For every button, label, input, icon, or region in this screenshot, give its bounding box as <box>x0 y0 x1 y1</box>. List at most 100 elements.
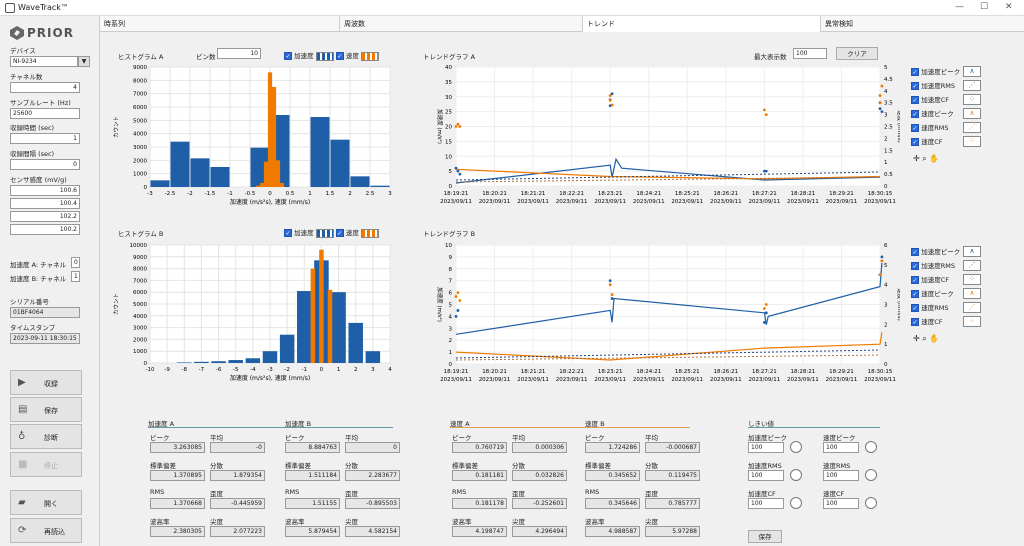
checkbox-acc[interactable]: ✓ <box>284 52 292 60</box>
checkbox-acc[interactable]: ✓ <box>284 229 292 237</box>
record-button[interactable]: ▶ 収録 <box>10 370 82 395</box>
tab-timeseries[interactable]: 時系列 <box>100 16 340 32</box>
rate-input[interactable]: 25600 <box>10 108 80 119</box>
vel-swatch[interactable] <box>360 51 379 61</box>
x-tick-label: 18:30:15 <box>868 369 893 375</box>
trend-legend-item[interactable]: ✓ 加速度CF ⁘ <box>911 274 981 286</box>
sens-input[interactable]: 100.2 <box>10 224 80 235</box>
accB-input[interactable]: 1 <box>71 271 80 282</box>
threshold-input[interactable]: 100 <box>748 470 784 481</box>
checkbox[interactable]: ✓ <box>911 82 919 90</box>
x-tick-label: 2023/09/11 <box>594 377 626 383</box>
series-style-icon[interactable]: ⋰ <box>963 122 981 133</box>
checkbox[interactable]: ✓ <box>911 248 919 256</box>
series-style-icon[interactable]: ⋰ <box>963 260 981 271</box>
minimize-icon[interactable]: — <box>955 2 964 12</box>
checkbox[interactable]: ✓ <box>911 262 919 270</box>
threshold-save-button[interactable]: 保存 <box>748 530 782 543</box>
maximize-icon[interactable]: ☐ <box>980 2 989 12</box>
series-style-icon[interactable]: ⁘ <box>963 136 981 147</box>
trend-legend-item[interactable]: ✓ 速度ピーク ∧ <box>911 108 981 120</box>
checkbox[interactable]: ✓ <box>911 304 919 312</box>
tab-frequency[interactable]: 周波数 <box>340 16 583 32</box>
stat-label: 標準偏差 <box>150 462 176 470</box>
x-tick-label: 18:23:21 <box>598 191 623 197</box>
crosshair-icon[interactable]: ✛ <box>913 334 920 343</box>
reload-button[interactable]: ⟳ 再読込 <box>10 518 82 543</box>
vel-swatch[interactable] <box>360 228 379 238</box>
checkbox[interactable]: ✓ <box>911 318 919 326</box>
series-style-icon[interactable]: ∧ <box>963 288 981 299</box>
open-button[interactable]: ▰ 開く <box>10 490 82 515</box>
zoom-icon[interactable]: ⌕ <box>922 334 927 343</box>
device-select[interactable]: NI-9234 <box>10 56 78 67</box>
series-style-icon[interactable]: ⁘ <box>963 94 981 105</box>
checkbox[interactable]: ✓ <box>911 68 919 76</box>
series-style-icon[interactable]: ⋰ <box>963 302 981 313</box>
zoom-icon[interactable]: ⌕ <box>922 154 927 163</box>
interval-input[interactable]: 0 <box>10 159 80 170</box>
checkbox[interactable]: ✓ <box>911 276 919 284</box>
threshold-input[interactable]: 100 <box>823 442 859 453</box>
checkbox[interactable]: ✓ <box>911 290 919 298</box>
series-style-icon[interactable]: ∧ <box>963 66 981 77</box>
tab-anomaly[interactable]: 異常検知 <box>825 20 853 28</box>
trend-legend-item[interactable]: ✓ 速度RMS ⋰ <box>911 122 981 134</box>
trend-legend-item[interactable]: ✓ 速度CF ⁘ <box>911 316 981 328</box>
trend-legend-item[interactable]: ✓ 加速度ピーク ∧ <box>911 66 981 78</box>
checkbox[interactable]: ✓ <box>911 110 919 118</box>
sens-input[interactable]: 100.4 <box>10 198 80 209</box>
max-input[interactable]: 100 <box>793 48 827 59</box>
y-tick-label: 40 <box>445 65 452 71</box>
collect-input[interactable]: 1 <box>10 133 80 144</box>
trend-legend-item[interactable]: ✓ 速度ピーク ∧ <box>911 288 981 300</box>
bins-input[interactable]: 10 <box>217 48 261 59</box>
y-tick-label: 20 <box>445 125 452 131</box>
sens-input[interactable]: 102.2 <box>10 211 80 222</box>
y-tick-label: 10 <box>445 154 452 160</box>
series-style-icon[interactable]: ∧ <box>963 246 981 257</box>
graph-tools[interactable]: ✛ ⌕ ✋ <box>913 334 939 344</box>
trend-legend-item[interactable]: ✓ 速度CF ⁘ <box>911 136 981 148</box>
close-icon[interactable]: ✕ <box>1005 2 1013 12</box>
checkbox[interactable]: ✓ <box>911 96 919 104</box>
chevron-down-icon[interactable]: ▼ <box>78 56 90 67</box>
series-style-icon[interactable]: ⋰ <box>963 80 981 91</box>
trend-legend-item[interactable]: ✓ 加速度ピーク ∧ <box>911 246 981 258</box>
series-style-icon[interactable]: ∧ <box>963 108 981 119</box>
acc-swatch[interactable] <box>315 51 334 61</box>
stop-button[interactable]: ■ 停止 <box>10 452 82 477</box>
clear-button[interactable]: クリア <box>836 47 878 60</box>
threshold-input[interactable]: 100 <box>748 498 784 509</box>
diagnose-button[interactable]: ♁ 診断 <box>10 424 82 449</box>
crosshair-icon[interactable]: ✛ <box>913 154 920 163</box>
trend-legend-label: 加速度RMS <box>921 82 955 90</box>
checkbox[interactable]: ✓ <box>911 124 919 132</box>
trend-legend-item[interactable]: ✓ 加速度RMS ⋰ <box>911 80 981 92</box>
acc-swatch[interactable] <box>315 228 334 238</box>
series-vel-rms <box>455 354 881 361</box>
threshold-input[interactable]: 100 <box>823 470 859 481</box>
sens-input[interactable]: 100.6 <box>10 185 80 196</box>
series-style-icon[interactable]: ⁘ <box>963 316 981 327</box>
save-button[interactable]: ▤ 保存 <box>10 397 82 422</box>
trend-legend-item[interactable]: ✓ 速度RMS ⋰ <box>911 302 981 314</box>
threshold-input[interactable]: 100 <box>748 442 784 453</box>
trend-legend-item[interactable]: ✓ 加速度CF ⁘ <box>911 94 981 106</box>
series-acc-cf-point <box>880 255 884 259</box>
series-acc-rms <box>455 171 881 181</box>
accA-input[interactable]: 0 <box>71 257 80 268</box>
stat-label: 波高率 <box>452 518 472 526</box>
checkbox[interactable]: ✓ <box>911 138 919 146</box>
checkbox-vel[interactable]: ✓ <box>335 229 344 237</box>
series-style-icon[interactable]: ⁘ <box>963 274 981 285</box>
checkbox-vel[interactable]: ✓ <box>335 52 344 60</box>
channels-input[interactable]: 4 <box>10 82 80 93</box>
threshold-input[interactable]: 100 <box>823 498 859 509</box>
x-tick-label: 4 <box>388 367 392 373</box>
tab-trend[interactable]: トレンド <box>583 16 821 32</box>
trend-legend-item[interactable]: ✓ 加速度RMS ⋰ <box>911 260 981 272</box>
pan-icon[interactable]: ✋ <box>929 334 940 343</box>
pan-icon[interactable]: ✋ <box>929 154 940 163</box>
graph-tools[interactable]: ✛ ⌕ ✋ <box>913 154 939 164</box>
